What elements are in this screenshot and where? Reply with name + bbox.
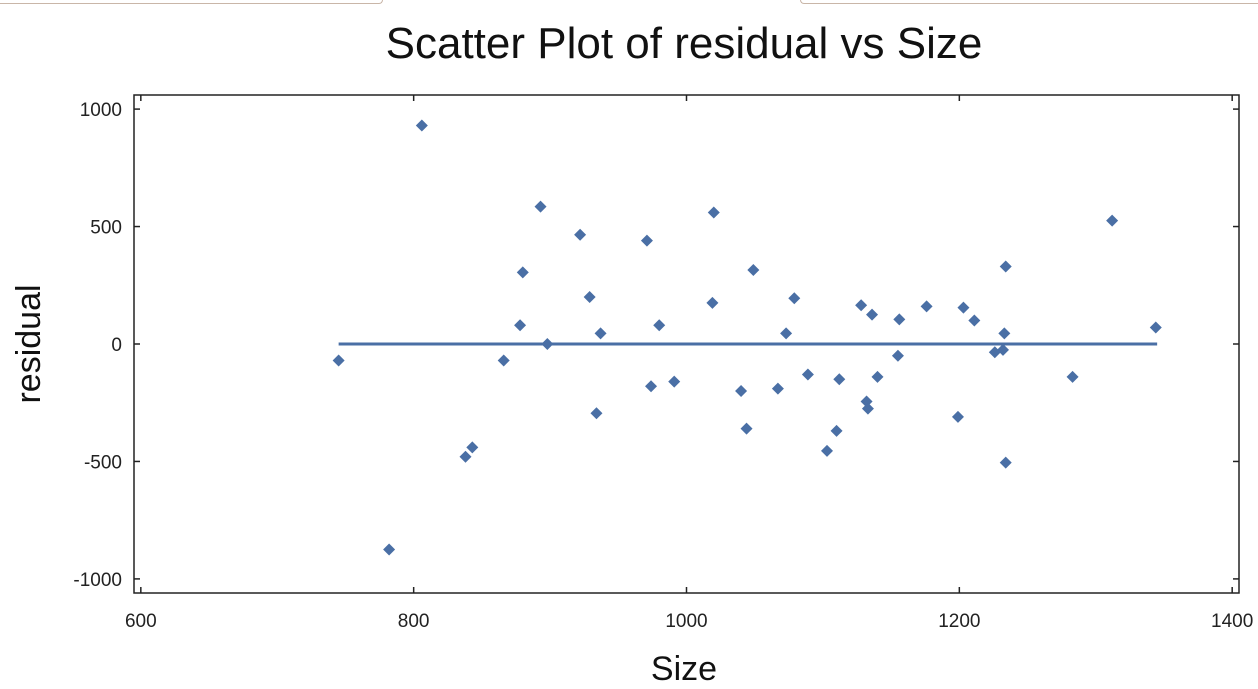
y-tick-label: 0 (111, 335, 122, 356)
data-point (801, 368, 814, 381)
data-point (1106, 214, 1119, 227)
data-point (332, 354, 345, 367)
window-tab-edge-right (800, 0, 1258, 4)
data-point (415, 119, 428, 132)
window-top-edge (0, 0, 1258, 4)
data-point (466, 441, 479, 454)
data-point (534, 200, 547, 213)
data-point (821, 444, 834, 457)
data-point (893, 313, 906, 326)
y-tick-label: -1000 (73, 570, 122, 591)
data-point (920, 300, 933, 313)
y-tick-label: 1000 (80, 100, 122, 121)
data-point (740, 422, 753, 435)
data-point (833, 373, 846, 386)
data-point (459, 450, 472, 463)
x-axis: 600 800 1000 1200 1400 (125, 95, 1253, 632)
data-point (780, 327, 793, 340)
data-point (574, 228, 587, 241)
x-tick-label: 600 (125, 611, 157, 632)
data-point (830, 424, 843, 437)
data-point (497, 354, 510, 367)
y-tick-label: -500 (84, 452, 122, 473)
data-point (871, 370, 884, 383)
data-point (861, 402, 874, 415)
data-point (866, 308, 879, 321)
data-point (998, 327, 1011, 340)
data-point (788, 292, 801, 305)
x-axis-label: Size (651, 650, 717, 688)
x-tick-label: 1200 (938, 611, 980, 632)
data-point (590, 407, 603, 420)
data-point (771, 382, 784, 395)
data-point (951, 410, 964, 423)
data-point (999, 260, 1012, 273)
data-point (383, 543, 396, 556)
data-point (891, 349, 904, 362)
data-point (707, 206, 720, 219)
x-tick-label: 1000 (665, 611, 707, 632)
data-points (332, 119, 1162, 556)
data-point (594, 327, 607, 340)
y-axis: 1000 500 0 -500 -1000 (73, 100, 1239, 591)
x-tick-label: 1400 (1211, 611, 1253, 632)
data-point (541, 338, 554, 350)
data-point (999, 456, 1012, 469)
y-axis-label: residual (10, 284, 48, 403)
data-point (957, 301, 970, 314)
data-point (996, 343, 1009, 356)
data-point (968, 314, 981, 327)
data-point (855, 299, 868, 312)
chart-title: Scatter Plot of residual vs Size (386, 19, 983, 68)
data-point (516, 266, 529, 279)
x-tick-label: 800 (398, 611, 430, 632)
data-point (1149, 321, 1162, 334)
data-point (583, 291, 596, 304)
data-point (1066, 370, 1079, 383)
data-point (640, 234, 653, 247)
y-tick-label: 500 (90, 218, 122, 239)
data-point (645, 380, 658, 393)
data-point (514, 319, 527, 332)
data-point (706, 296, 719, 309)
data-point (735, 384, 748, 397)
data-point (668, 375, 681, 388)
data-point (747, 264, 760, 277)
data-point (653, 319, 666, 332)
